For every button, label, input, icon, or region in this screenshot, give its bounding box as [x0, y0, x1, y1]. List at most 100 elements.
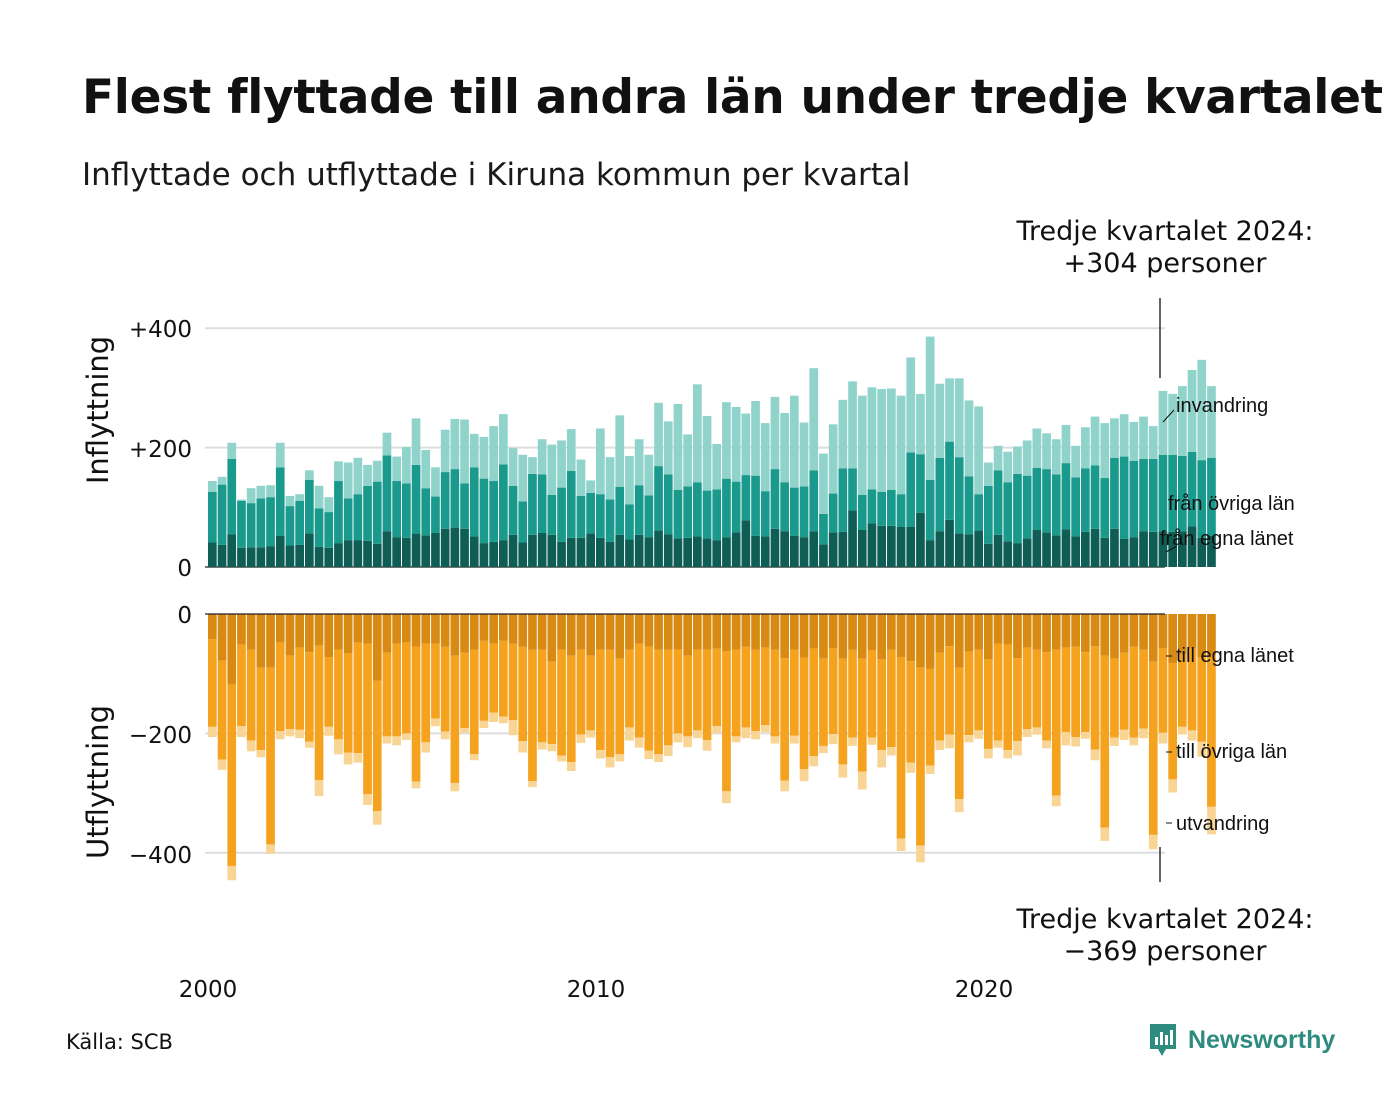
bar-in-1-47 [663, 474, 673, 535]
bar-in-1-46 [654, 466, 663, 531]
bar-out-0-9 [295, 614, 304, 648]
bar-out-0-81 [993, 614, 1003, 644]
bar-in-0-62 [809, 531, 819, 567]
bar-in-2-31 [508, 448, 518, 486]
bar-out-1-67 [857, 658, 867, 772]
bar-out-1-60 [790, 649, 799, 736]
bar-in-2-57 [760, 423, 770, 492]
bar-in-2-99 [1168, 393, 1177, 455]
bar-in-2-84 [1022, 440, 1032, 476]
bar-out-1-93 [1110, 658, 1119, 738]
bar-in-1-67 [857, 494, 867, 530]
bar-out-2-63 [819, 745, 828, 754]
bar-in-2-70 [887, 388, 896, 490]
bar-out-1-33 [528, 649, 537, 782]
bar-out-1-31 [508, 643, 518, 721]
y-axis-label-utflyttning: Utflyttning [81, 705, 115, 859]
bar-out-0-0 [208, 614, 217, 640]
legend-label-invandring: invandring [1176, 395, 1268, 417]
bar-in-0-22 [421, 535, 431, 567]
bar-in-0-2 [227, 534, 237, 567]
annotation-top-line1: Tredje kvartalet 2024: [1016, 216, 1314, 247]
bar-in-1-50 [693, 482, 702, 537]
bar-out-2-15 [353, 753, 363, 763]
bar-in-0-53 [722, 537, 731, 567]
legend-label-fran-ovriga-lan: från övriga län [1168, 493, 1295, 515]
bar-out-1-29 [489, 643, 498, 713]
bar-in-2-40 [596, 428, 605, 495]
bar-in-0-95 [1129, 537, 1139, 567]
bar-in-1-20 [402, 483, 411, 538]
bar-out-2-11 [314, 779, 324, 797]
bar-in-0-31 [508, 534, 518, 567]
bar-in-2-8 [285, 495, 295, 507]
bar-out-2-13 [334, 739, 343, 755]
bar-in-1-87 [1051, 474, 1061, 536]
bar-in-0-66 [848, 510, 857, 567]
bar-in-0-10 [305, 533, 314, 567]
bar-out-1-103 [1207, 655, 1216, 807]
bar-out-1-81 [993, 643, 1003, 741]
bar-in-1-28 [479, 478, 489, 544]
bar-out-0-80 [984, 614, 993, 660]
bar-in-2-58 [770, 396, 780, 470]
bar-in-1-8 [285, 506, 295, 546]
bar-out-2-81 [993, 740, 1003, 748]
bar-in-1-21 [411, 464, 421, 534]
bar-out-1-16 [363, 643, 372, 795]
bar-out-2-80 [984, 748, 993, 759]
bar-in-2-96 [1139, 416, 1148, 459]
bar-in-2-48 [673, 404, 683, 490]
bar-in-2-16 [363, 464, 372, 486]
bar-out-0-26 [460, 614, 469, 653]
bar-in-1-0 [208, 491, 217, 543]
bar-out-0-102 [1197, 614, 1207, 657]
bar-in-2-64 [828, 424, 838, 494]
bar-in-1-33 [528, 473, 537, 535]
bar-in-1-95 [1129, 460, 1139, 538]
bar-in-2-29 [489, 426, 498, 482]
bar-in-2-36 [557, 440, 566, 488]
bar-in-1-59 [780, 482, 789, 532]
bar-out-1-91 [1090, 646, 1100, 750]
bar-out-2-92 [1100, 827, 1110, 841]
bar-in-1-86 [1042, 469, 1051, 533]
bar-in-2-32 [518, 454, 528, 502]
bar-out-0-4 [246, 614, 256, 650]
bar-out-0-29 [489, 614, 498, 644]
bar-out-1-83 [1013, 658, 1022, 742]
bar-out-0-97 [1148, 614, 1158, 662]
bar-in-2-34 [537, 439, 547, 475]
bar-in-2-17 [372, 460, 382, 482]
bar-in-0-8 [285, 545, 295, 567]
bar-in-1-17 [372, 481, 382, 544]
bar-out-1-102 [1197, 656, 1207, 742]
bar-in-0-102 [1197, 537, 1207, 567]
bar-out-0-24 [440, 614, 450, 647]
bar-out-1-54 [731, 649, 741, 737]
bar-in-2-33 [528, 457, 537, 474]
bar-in-2-80 [984, 462, 993, 486]
bar-out-1-88 [1061, 647, 1071, 733]
bar-in-1-5 [256, 498, 266, 548]
bar-in-2-3 [237, 499, 246, 501]
bar-in-0-13 [334, 543, 343, 567]
bar-in-2-88 [1061, 424, 1071, 464]
bar-in-1-76 [945, 441, 954, 520]
bar-out-2-51 [702, 739, 712, 751]
bar-out-2-71 [896, 838, 906, 852]
bar-out-0-69 [877, 614, 886, 660]
bar-out-1-61 [799, 657, 809, 770]
bar-in-2-4 [246, 488, 256, 504]
bar-in-2-102 [1197, 359, 1207, 461]
bar-out-0-99 [1168, 614, 1177, 663]
bar-in-2-51 [702, 415, 712, 491]
bar-out-2-9 [295, 729, 304, 739]
bar-in-2-59 [780, 412, 789, 483]
bar-in-0-80 [984, 543, 993, 567]
bar-in-2-82 [1003, 451, 1013, 483]
bar-out-2-8 [285, 729, 295, 737]
bar-out-0-2 [227, 614, 237, 685]
bar-out-2-7 [275, 731, 285, 740]
